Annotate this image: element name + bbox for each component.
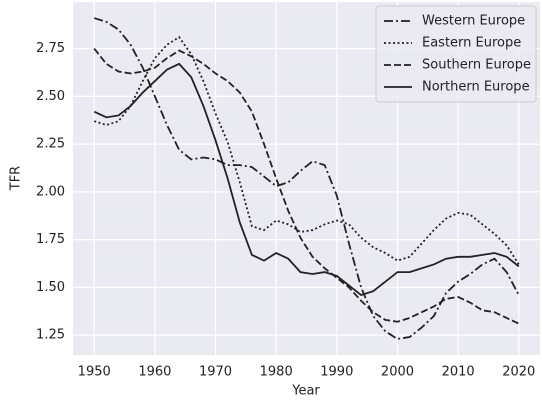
x-axis-label: Year: [291, 384, 320, 399]
x-tick-label: 1990: [320, 365, 353, 380]
y-tick-label: 2.50: [36, 89, 65, 104]
legend-box: [375, 5, 537, 103]
legend: Western Europe Eastern Europe Southern Eur…: [375, 5, 537, 103]
x-tick-label: 1960: [138, 365, 171, 380]
x-tick-label: 2010: [442, 365, 475, 380]
series-line: [93, 62, 520, 297]
legend-label: Northern Europe: [422, 80, 530, 95]
y-tick-label: 2.00: [36, 184, 65, 199]
y-tick-label: 1.75: [36, 232, 65, 247]
x-tick-label: 1980: [260, 365, 293, 380]
y-tick-label: 2.75: [36, 41, 65, 56]
series-line: [93, 35, 520, 265]
series-line: [93, 17, 520, 340]
y-tick-label: 1.50: [36, 280, 65, 295]
x-tick-label: 1950: [78, 365, 111, 380]
y-tick-label: 1.25: [36, 328, 65, 343]
y-axis-label: TFR: [9, 166, 24, 191]
x-tick-label: 1970: [199, 365, 232, 380]
x-tick-label: 2000: [381, 365, 414, 380]
legend-label: Eastern Europe: [422, 36, 521, 51]
y-tick-label: 2.25: [36, 137, 65, 152]
x-tick-label: 2020: [502, 365, 535, 380]
legend-label: Southern Europe: [422, 58, 531, 73]
series-line: [93, 48, 520, 325]
legend-label: Western Europe: [422, 14, 525, 29]
